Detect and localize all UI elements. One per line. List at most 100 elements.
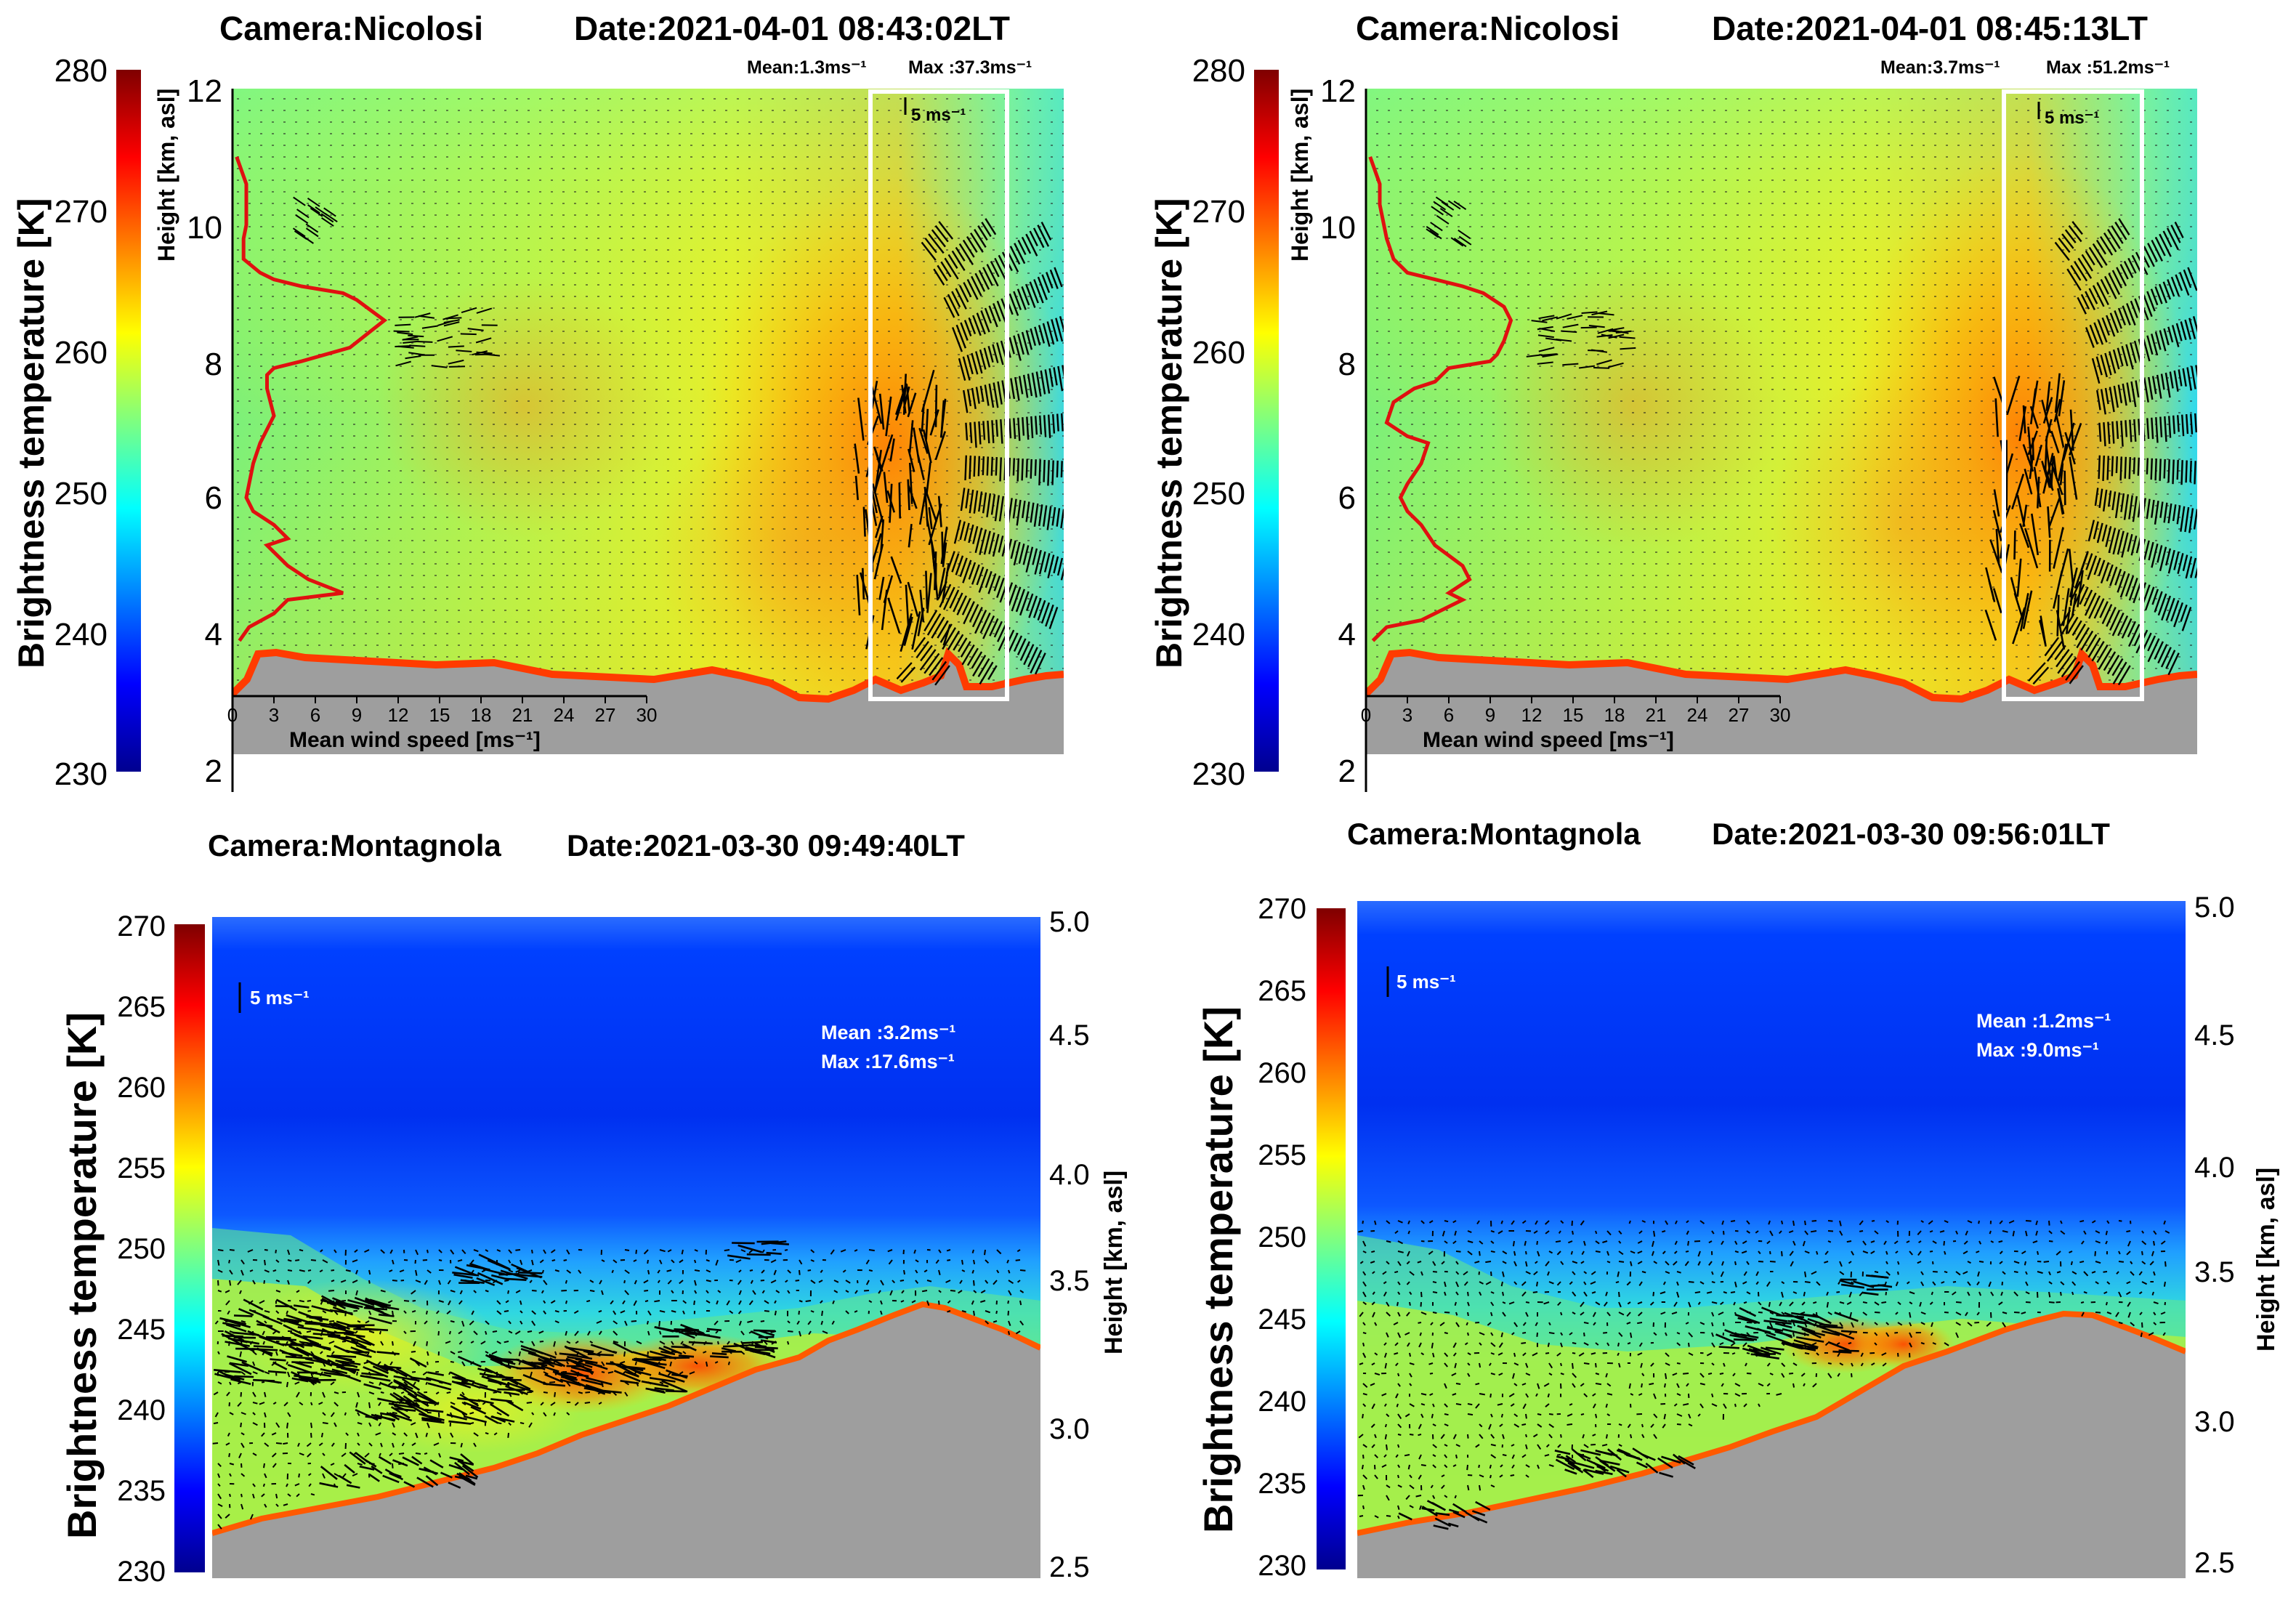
- stat-tl-mean: Mean:1.3ms⁻¹: [747, 57, 867, 78]
- cb-tr-tick-240: 240: [1192, 617, 1245, 652]
- cb-tr-label: Brightness temperature [K]: [1149, 198, 1189, 668]
- title-bl-date: Date:2021-03-30 09:49:40LT: [567, 828, 965, 862]
- cb-br-label: Brightness temperature [K]: [1195, 1006, 1241, 1533]
- stat-tr-mean: Mean:3.7ms⁻¹: [1880, 57, 2000, 78]
- wind-axis-tick-label: 27: [595, 704, 616, 726]
- cb-br-255: 255: [1258, 1139, 1306, 1171]
- wind-axis-tick-label: 0: [227, 704, 238, 726]
- region-box-tl: [868, 89, 1009, 701]
- h-tr-8: 8: [1338, 347, 1356, 382]
- h-bl-4.0: 4.0: [1049, 1159, 1090, 1191]
- h-br-3.5: 3.5: [2194, 1256, 2235, 1288]
- h-bl-5.0: 5.0: [1049, 906, 1090, 938]
- wind-axis-tick-label: 18: [471, 704, 492, 726]
- cb-bl-245: 245: [117, 1314, 166, 1346]
- h-bl-3.0: 3.0: [1049, 1413, 1090, 1445]
- h-bl-4.5: 4.5: [1049, 1019, 1090, 1051]
- cb-bl-255: 255: [117, 1152, 166, 1184]
- colorbar-tr: [1254, 70, 1279, 772]
- cb-bl-260: 260: [117, 1072, 166, 1104]
- wind-axis-tick-label: 24: [1687, 704, 1708, 726]
- h-tl-10: 10: [187, 210, 222, 246]
- panel-bottom-left: Camera:Montagnola Date:2021-03-30 09:49:…: [59, 828, 1128, 1588]
- wind-axis-tick-label: 15: [1563, 704, 1584, 726]
- cb-tr-tick-230: 230: [1192, 756, 1245, 792]
- wind-field-br: [1357, 1220, 2170, 1530]
- cb-tl-tick-230: 230: [54, 756, 108, 792]
- wind-axis-tr: 0 3 6 9 12 15 18 21 24 27 30: [1361, 696, 1790, 726]
- cb-br-250: 250: [1258, 1221, 1306, 1253]
- cb-bl-250: 250: [117, 1233, 166, 1265]
- cb-br-240: 240: [1258, 1386, 1306, 1418]
- scale-tr: 5 ms⁻¹: [2045, 108, 2099, 128]
- scale-br: 5 ms⁻¹: [1396, 971, 1456, 993]
- cb-tr-tick-270: 270: [1192, 194, 1245, 230]
- wind-axis-tick-label: 12: [1521, 704, 1543, 726]
- title-br-date: Date:2021-03-30 09:56:01LT: [1712, 817, 2110, 851]
- crater-rim-bl: [212, 1301, 1040, 1536]
- wind-axis-tick-label: 24: [554, 704, 575, 726]
- wind-axis-tick-label: 12: [388, 704, 409, 726]
- cb-br-230: 230: [1258, 1550, 1306, 1582]
- cb-br-260: 260: [1258, 1057, 1306, 1089]
- title-tl-camera: Camera:Nicolosi: [219, 9, 483, 47]
- wind-axis-tick-label: 21: [512, 704, 533, 726]
- wind-profile-tl: [235, 155, 388, 642]
- cb-bl-230: 230: [117, 1556, 166, 1588]
- h-tr-6: 6: [1338, 480, 1356, 516]
- wind-axis-tick-label: 15: [429, 704, 450, 726]
- h-tl-8: 8: [205, 347, 222, 382]
- h-tr-label: Height [km, asl]: [1287, 89, 1313, 262]
- h-tl-4: 4: [205, 617, 222, 652]
- h-tr-2: 2: [1338, 753, 1356, 789]
- cb-bl-label: Brightness temperature [K]: [59, 1012, 105, 1539]
- h-bl-2.5: 2.5: [1049, 1551, 1090, 1583]
- wind-axis-tr-label: Mean wind speed [ms⁻¹]: [1423, 728, 1674, 752]
- h-tr-12: 12: [1320, 73, 1356, 109]
- cb-br-270: 270: [1258, 893, 1306, 925]
- h-tl-12: 12: [187, 73, 222, 109]
- cb-br-265: 265: [1258, 975, 1306, 1007]
- wind-field-bl: [212, 1240, 1026, 1530]
- stat-bl-max: Max :17.6ms⁻¹: [821, 1051, 955, 1072]
- cb-bl-240: 240: [117, 1394, 166, 1426]
- panel-top-right: Camera:Nicolosi Date:2021-04-01 08:45:13…: [1149, 9, 2197, 792]
- ground-bl: [212, 1304, 1040, 1578]
- panel-bottom-right: Camera:Montagnola Date:2021-03-30 09:56:…: [1195, 817, 2280, 1582]
- wind-axis-tick-label: 21: [1646, 704, 1667, 726]
- h-br-4.5: 4.5: [2194, 1019, 2235, 1051]
- wind-axis-tick-label: 27: [1729, 704, 1750, 726]
- h-br-3.0: 3.0: [2194, 1406, 2235, 1438]
- cb-tl-tick-250: 250: [54, 476, 108, 512]
- wind-field-tl: [292, 196, 1064, 686]
- title-tr-date: Date:2021-04-01 08:45:13LT: [1712, 9, 2148, 47]
- h-bl-3.5: 3.5: [1049, 1265, 1090, 1297]
- colorbar-bl: [174, 924, 205, 1572]
- wind-profile-tr: [1368, 155, 1513, 642]
- h-tl-2: 2: [205, 753, 222, 789]
- h-tl-6: 6: [205, 480, 222, 516]
- wind-axis-tick-label: 18: [1604, 704, 1625, 726]
- h-br-2.5: 2.5: [2194, 1547, 2235, 1579]
- stat-br-mean: Mean :1.2ms⁻¹: [1976, 1010, 2111, 1032]
- ground-br: [1357, 1314, 2186, 1578]
- h-br-label: Height [km, asl]: [2252, 1168, 2280, 1351]
- title-tr-camera: Camera:Nicolosi: [1356, 9, 1620, 47]
- wind-axis-tick-label: 3: [1402, 704, 1412, 726]
- wind-axis-tick-label: 6: [310, 704, 320, 726]
- wind-axis-tick-label: 30: [636, 704, 658, 726]
- colorbar-br: [1317, 908, 1346, 1569]
- h-tr-4: 4: [1338, 617, 1356, 652]
- cb-tl-label: Brightness temperature [K]: [11, 198, 52, 668]
- cb-bl-265: 265: [117, 991, 166, 1023]
- wind-axis-tl-label: Mean wind speed [ms⁻¹]: [289, 728, 541, 752]
- cb-tl-tick-260: 260: [54, 335, 108, 371]
- h-bl-label: Height [km, asl]: [1100, 1171, 1128, 1354]
- wind-axis-tick-label: 3: [269, 704, 279, 726]
- wind-axis-tick-label: 6: [1444, 704, 1454, 726]
- h-tl-label: Height [km, asl]: [153, 89, 179, 262]
- h-br-5.0: 5.0: [2194, 892, 2235, 924]
- h-tr-10: 10: [1320, 210, 1356, 246]
- scale-bl: 5 ms⁻¹: [250, 987, 310, 1009]
- cb-bl-270: 270: [117, 910, 166, 942]
